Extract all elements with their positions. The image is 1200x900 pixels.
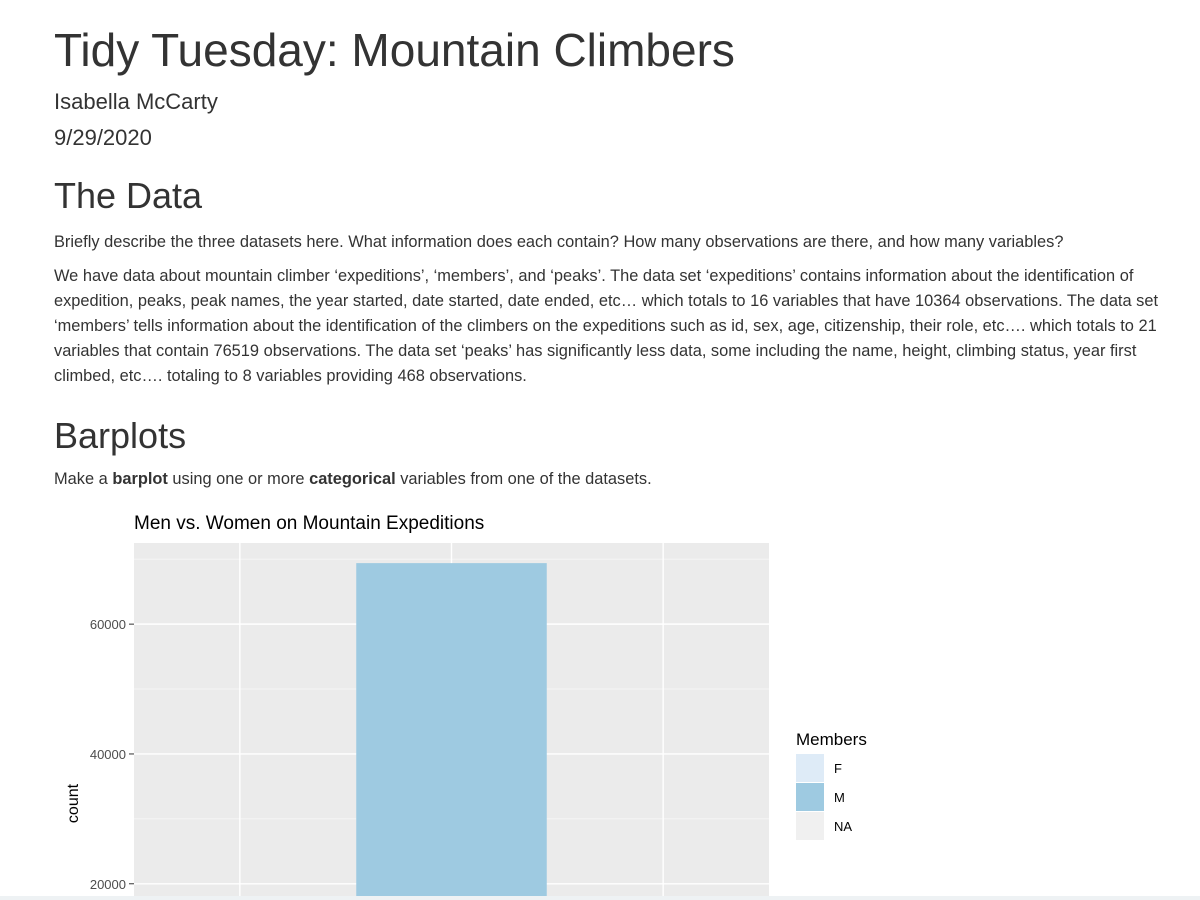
legend-key-m xyxy=(796,783,824,811)
section-heading-barplots: Barplots xyxy=(54,415,187,456)
barplot-prompt-post: variables from one of the datasets. xyxy=(395,470,652,488)
page-title: Tidy Tuesday: Mountain Climbers xyxy=(54,24,735,76)
legend-label-na: NA xyxy=(834,819,852,834)
barplot-prompt-bold-categorical: categorical xyxy=(309,470,396,488)
legend-title: Members xyxy=(796,730,867,749)
data-prompt: Briefly describe the three datasets here… xyxy=(54,233,1064,251)
barplot-prompt-bold-barplot: barplot xyxy=(112,470,168,488)
barplot-prompt-pre: Make a xyxy=(54,470,113,488)
data-description: We have data about mountain climber ‘exp… xyxy=(54,267,1159,385)
chart-title: Men vs. Women on Mountain Expeditions xyxy=(134,513,484,534)
section-heading-data: The Data xyxy=(54,175,203,216)
barplot-prompt: Make a barplot using one or more categor… xyxy=(54,467,652,492)
barplot-prompt-mid: using one or more xyxy=(167,470,310,488)
document-date: 9/29/2020 xyxy=(54,125,152,150)
y-tick-label: 60000 xyxy=(90,617,126,632)
y-axis-label: count xyxy=(65,783,82,823)
author-name: Isabella McCarty xyxy=(54,89,218,114)
barplot-svg: Men vs. Women on Mountain Expeditions 200… xyxy=(65,513,867,900)
legend-key-f xyxy=(796,754,824,782)
barplot-chart: Men vs. Women on Mountain Expeditions 200… xyxy=(54,505,894,900)
legend-label-f: F xyxy=(834,761,842,776)
bar-m xyxy=(356,563,547,900)
y-tick-label: 20000 xyxy=(90,877,126,892)
page-bottom-edge xyxy=(0,896,1200,900)
legend-key-na xyxy=(796,812,824,840)
y-tick-label: 40000 xyxy=(90,747,126,762)
legend-label-m: M xyxy=(834,790,845,805)
